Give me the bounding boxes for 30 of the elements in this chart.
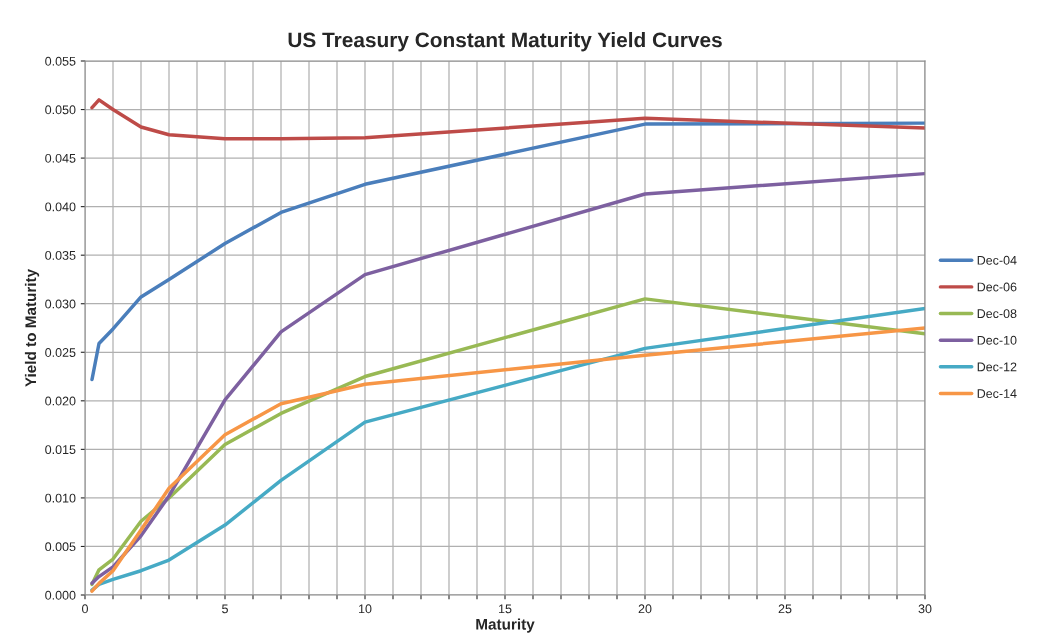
x-axis-title: Maturity bbox=[476, 618, 535, 633]
x-tick-label: 0 bbox=[82, 604, 88, 614]
y-tick-label: 0.010 bbox=[45, 493, 76, 503]
legend-label: Dec-14 bbox=[977, 389, 1017, 398]
legend-label: Dec-06 bbox=[977, 282, 1017, 292]
x-tick-label: 5 bbox=[222, 604, 228, 614]
legend-label: Dec-10 bbox=[977, 335, 1017, 345]
y-tick-label: 0.035 bbox=[45, 250, 76, 260]
y-tick-label: 0.000 bbox=[45, 590, 76, 600]
chart-title: US Treasury Constant Maturity Yield Curves bbox=[288, 32, 722, 52]
x-tick-label: 30 bbox=[918, 604, 932, 614]
x-tick-label: 20 bbox=[638, 604, 652, 614]
x-tick-label: 25 bbox=[778, 604, 792, 614]
legend-label: Dec-12 bbox=[977, 362, 1017, 372]
y-tick-label: 0.025 bbox=[45, 348, 76, 357]
x-tick-label: 10 bbox=[359, 604, 372, 614]
y-tick-label: 0.055 bbox=[45, 56, 76, 66]
y-tick-label: 0.020 bbox=[45, 396, 76, 406]
line-series bbox=[90, 98, 925, 141]
y-tick-label: 0.005 bbox=[45, 542, 76, 552]
legend-label: Dec-08 bbox=[977, 309, 1017, 319]
y-tick-label: 0.015 bbox=[45, 445, 76, 455]
y-tick-label: 0.040 bbox=[45, 202, 76, 212]
legend-label: Dec-04 bbox=[977, 255, 1017, 265]
line-series bbox=[90, 171, 925, 586]
y-tick-label: 0.030 bbox=[45, 299, 76, 309]
y-tick-label: 0.045 bbox=[45, 153, 76, 163]
y-axis-title: Yield to Maturity bbox=[24, 268, 40, 387]
y-tick-label: 0.050 bbox=[45, 105, 76, 115]
x-tick-label: 15 bbox=[499, 604, 512, 614]
